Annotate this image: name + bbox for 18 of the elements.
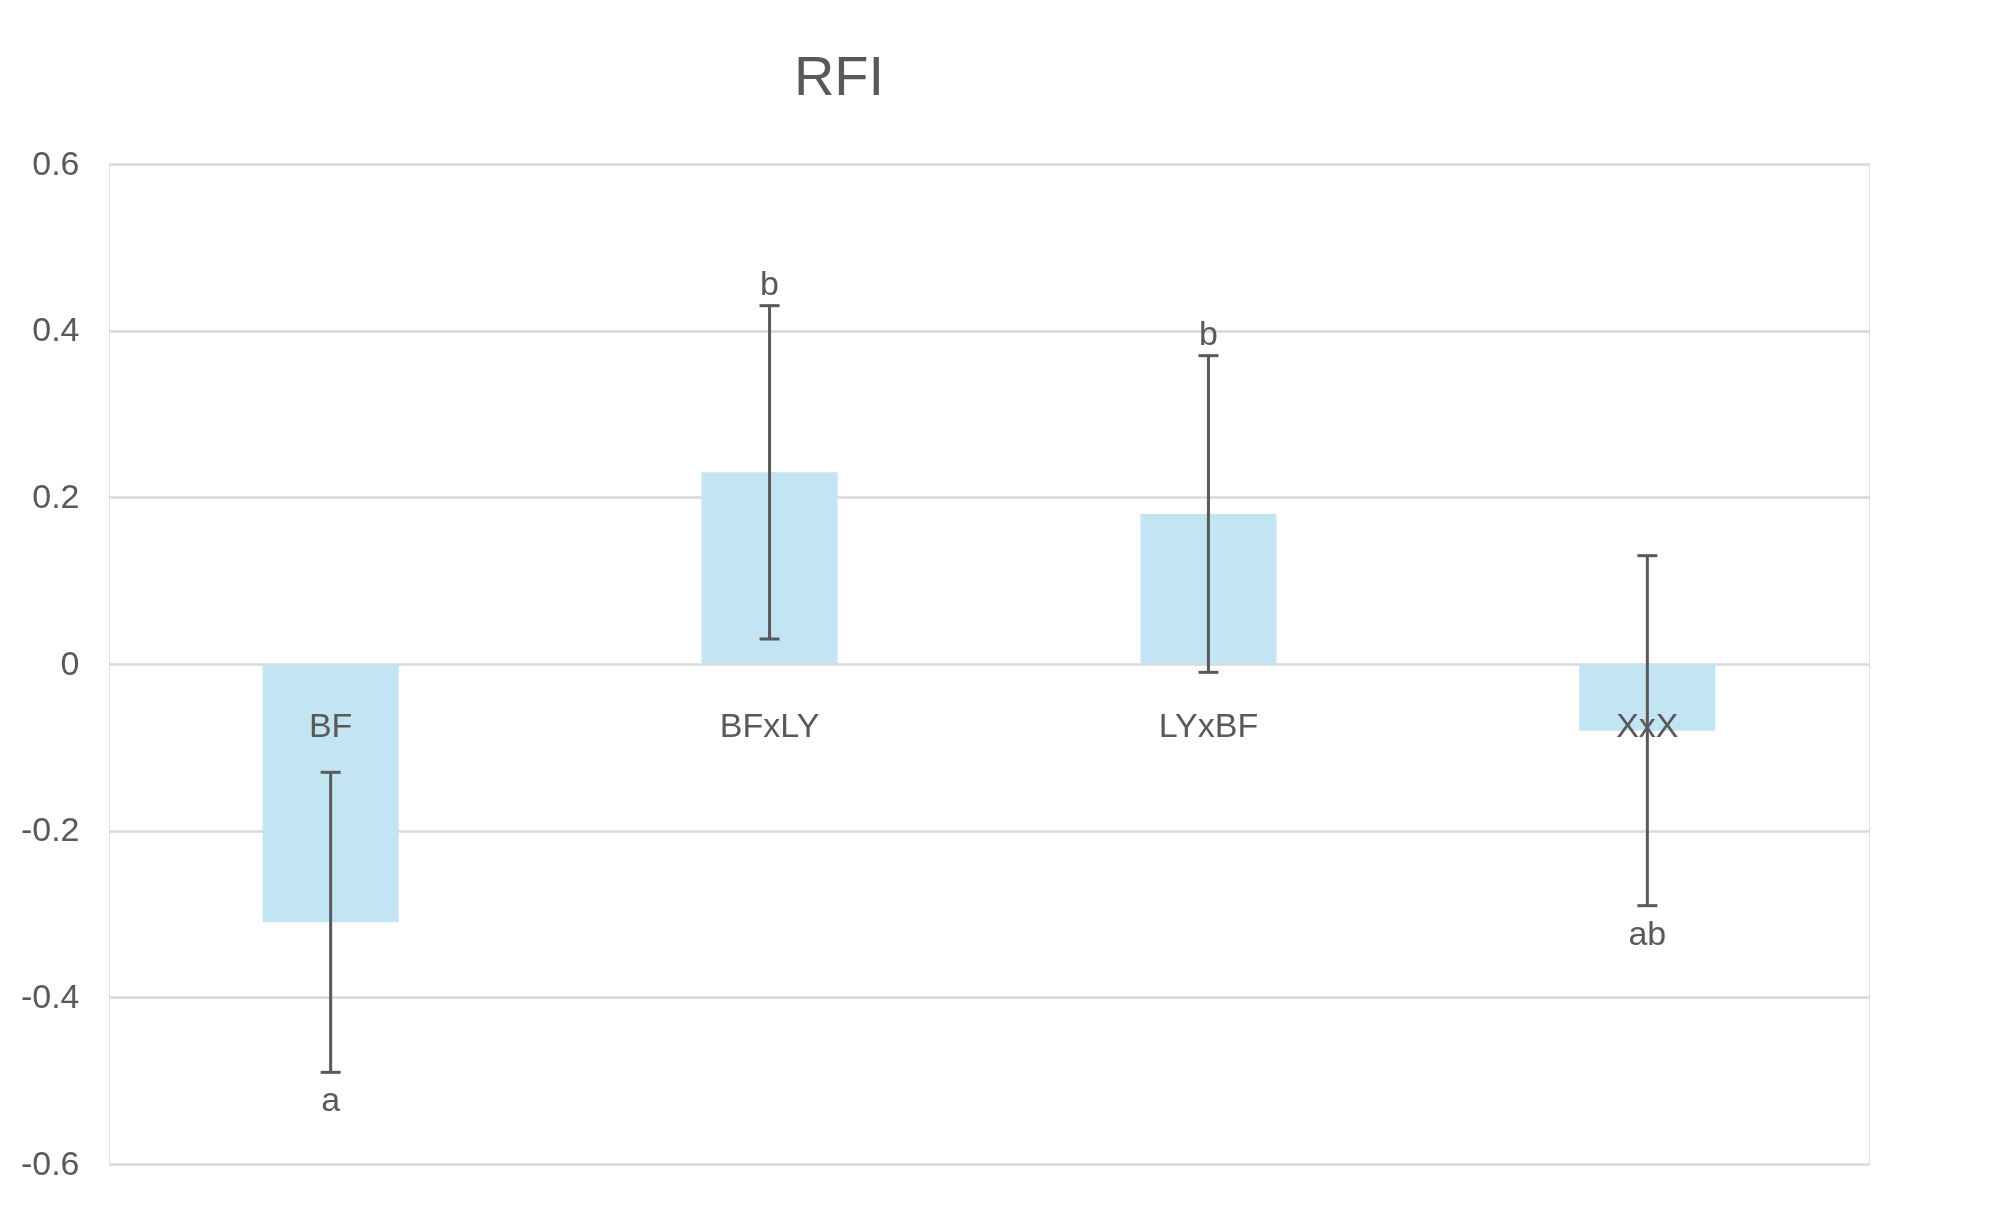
- y-tick-label: 0: [60, 643, 80, 682]
- bar: [262, 664, 399, 923]
- annotation: ab: [1628, 913, 1667, 952]
- x-tick-label: BF: [308, 706, 353, 744]
- chart-title: RFI: [793, 44, 885, 107]
- y-tick-label: 0.6: [32, 143, 80, 182]
- y-tick-label: -0.6: [20, 1143, 80, 1182]
- annotation: b: [1198, 313, 1218, 352]
- annotation: b: [760, 263, 780, 302]
- bar: [701, 472, 838, 664]
- x-tick-label: BFxLY: [719, 706, 820, 744]
- x-tick-label: LYxBF: [1158, 706, 1259, 744]
- y-tick-label: -0.4: [20, 976, 80, 1015]
- y-tick-label: 0.4: [32, 310, 80, 349]
- bar: [1140, 514, 1277, 664]
- y-tick-label: -0.2: [20, 810, 80, 849]
- annotation: a: [321, 1080, 341, 1119]
- y-tick-label: 0.2: [32, 476, 80, 515]
